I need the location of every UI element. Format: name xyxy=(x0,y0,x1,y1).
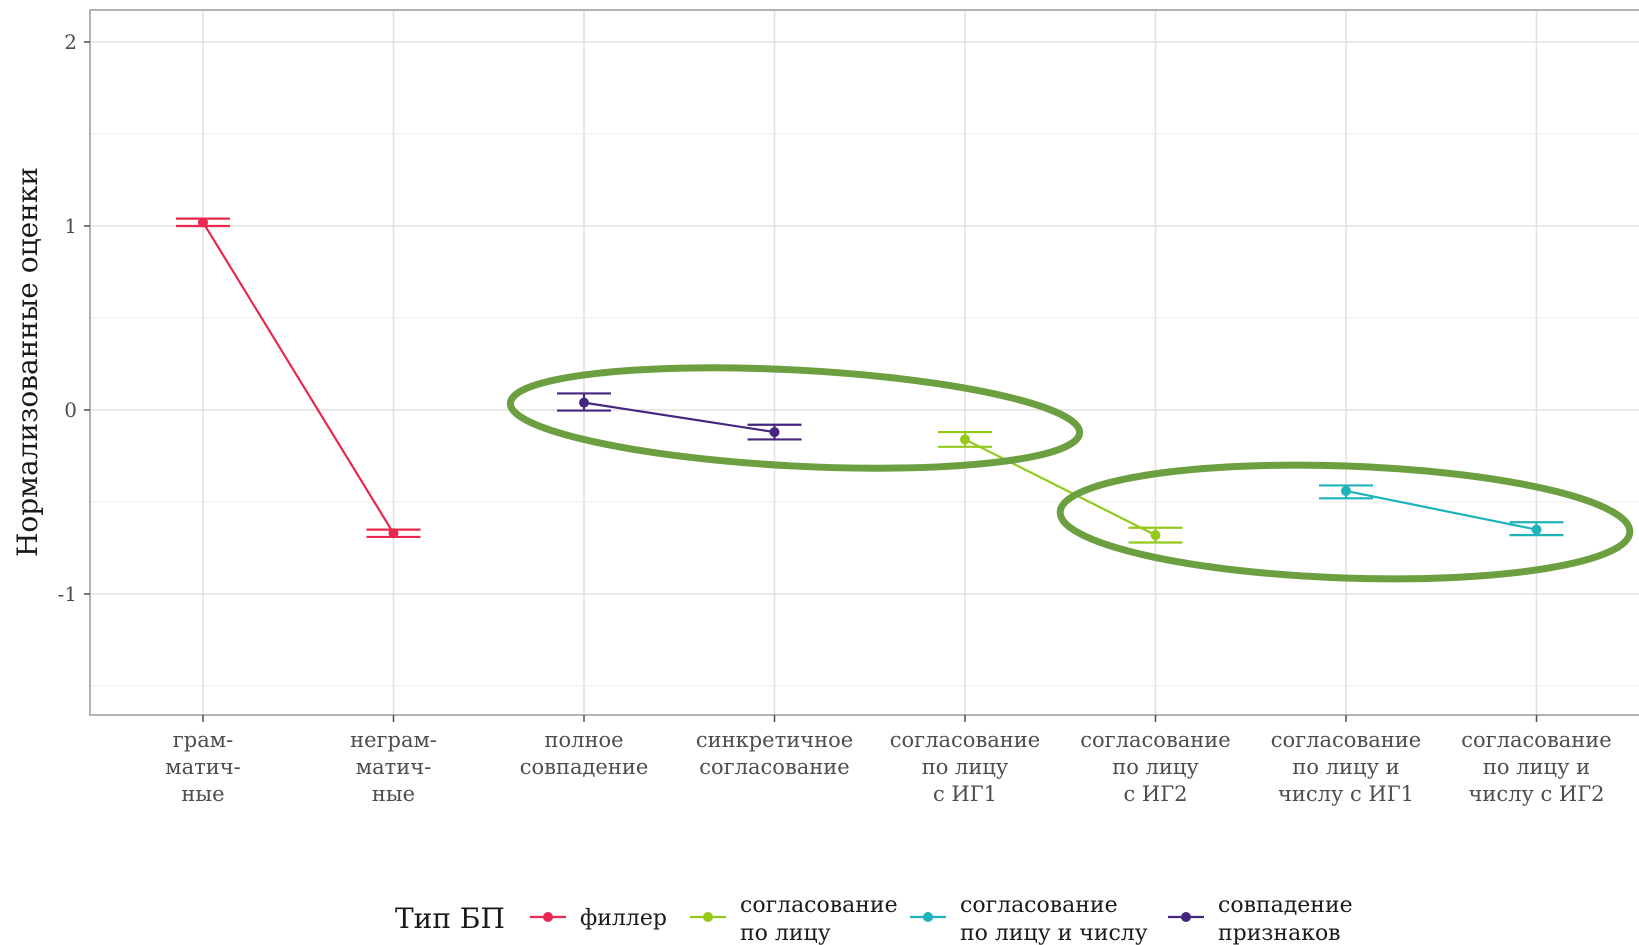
x-tick-label-line: ные xyxy=(372,782,415,806)
x-tick-label: синкретичное согласование xyxy=(696,728,853,779)
x-tick-label: согласование по лицу и числу с ИГ2 xyxy=(1461,728,1611,806)
series-group xyxy=(938,430,1183,544)
series-line xyxy=(583,401,775,434)
series-line xyxy=(1345,489,1537,531)
legend-entry: согласование по лицу и числу xyxy=(910,893,1148,945)
y-tick-label: 0 xyxy=(64,398,77,422)
series-layer xyxy=(176,217,1564,544)
highlight-ellipse-1 xyxy=(506,364,1084,472)
x-tick-label-line: по лицу xyxy=(922,755,1009,779)
x-tick-label-line: по лицу xyxy=(1112,755,1199,779)
series-group xyxy=(1319,484,1564,537)
data-point xyxy=(769,427,780,438)
legend-label-line: по лицу xyxy=(740,921,831,945)
x-tick-label: полное совпадение xyxy=(520,728,649,779)
highlight-layer xyxy=(506,364,1634,583)
legend-label: согласование по лицу и числу xyxy=(960,893,1148,945)
x-tick-label-line: числу с ИГ2 xyxy=(1468,782,1604,806)
x-tick-label-line: синкретичное xyxy=(696,728,853,752)
data-point xyxy=(579,397,589,408)
legend-label-line: согласование xyxy=(960,893,1118,918)
x-tick-label-line: с ИГ1 xyxy=(933,782,997,806)
x-tick-label-line: грам- xyxy=(173,728,233,752)
x-tick-label-line: согласование xyxy=(1461,728,1611,752)
legend-label-line: филлер xyxy=(580,906,667,931)
x-tick-label-line: матич- xyxy=(356,755,431,779)
legend-title: Тип БП xyxy=(395,902,505,935)
data-point xyxy=(388,528,399,539)
y-tick-label: 1 xyxy=(64,214,77,238)
legend-key-point xyxy=(703,912,713,922)
x-tick-label-line: согласование xyxy=(1271,728,1421,752)
x-tick-label-line: матич- xyxy=(165,755,240,779)
plot-panel-border xyxy=(89,9,1639,716)
x-tick-label-line: числу с ИГ1 xyxy=(1278,782,1414,806)
x-tick-label-line: по лицу и xyxy=(1483,755,1590,779)
x-tick-label-line: согласование xyxy=(890,728,1040,752)
legend-key-point xyxy=(1181,912,1191,922)
legend-label-line: признаков xyxy=(1218,921,1341,945)
x-tick-label-line: согласование xyxy=(1080,728,1230,752)
y-tick-label: 2 xyxy=(64,30,77,54)
x-tick-label: неграм-матич-ные xyxy=(350,728,437,806)
x-tick-label: согласование по лицу с ИГ1 xyxy=(890,728,1040,806)
highlight-ellipse-2 xyxy=(1056,461,1634,583)
y-tick-label: -1 xyxy=(58,582,77,606)
x-tick-label: согласование по лицу и числу с ИГ1 xyxy=(1271,728,1421,806)
grid xyxy=(90,10,1639,715)
data-point xyxy=(1341,485,1351,496)
x-tick-label-line: совпадение xyxy=(520,755,649,779)
legend-label: совпадение признаков xyxy=(1218,893,1353,945)
legend-entry: филлер xyxy=(530,906,667,931)
series-group xyxy=(557,392,802,441)
x-tick-label: грам-матич-ные xyxy=(165,728,240,806)
x-tick-label-line: с ИГ2 xyxy=(1123,782,1187,806)
series-line xyxy=(202,221,395,534)
data-point xyxy=(1150,530,1161,541)
x-tick-label-line: согласование xyxy=(699,755,849,779)
legend-label: согласование по лицу xyxy=(740,893,898,945)
x-tick-label: согласование по лицу с ИГ2 xyxy=(1080,728,1230,806)
x-tick-label-line: ные xyxy=(181,782,224,806)
legend-label: филлер xyxy=(580,906,667,931)
legend-label-line: по лицу и числу xyxy=(960,921,1148,945)
x-tick-label-line: полное xyxy=(544,728,623,752)
x-tick-label-line: неграм- xyxy=(350,728,437,752)
legend-label-line: совпадение xyxy=(1218,893,1353,918)
data-point xyxy=(198,217,208,228)
legend-entry: согласование по лицу xyxy=(690,893,898,945)
legend-key-point xyxy=(543,912,553,922)
x-tick-label-line: по лицу и xyxy=(1292,755,1399,779)
y-axis-label: Нормализованные оценки xyxy=(11,167,44,557)
series-group xyxy=(176,217,421,539)
legend-entry: совпадение признаков xyxy=(1168,893,1353,945)
legend-label-line: согласование xyxy=(740,893,898,918)
series-line xyxy=(964,438,1156,537)
y-axis: 2 1 0 -1 xyxy=(58,30,90,606)
data-point xyxy=(1531,524,1542,535)
legend-key-point xyxy=(923,912,933,922)
data-point xyxy=(960,434,970,445)
